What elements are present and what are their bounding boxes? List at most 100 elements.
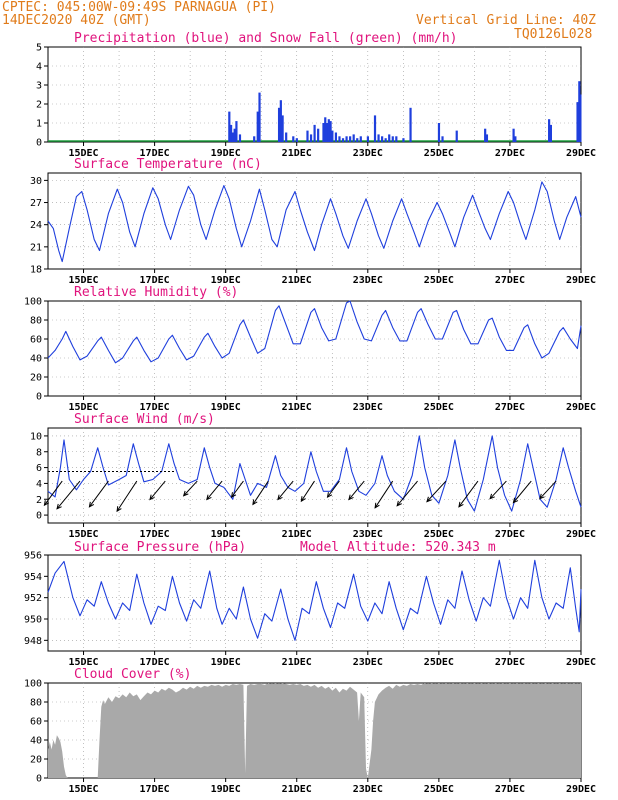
pres-frame bbox=[47, 554, 582, 652]
wind-arrow-shaft bbox=[56, 480, 81, 510]
precip-bar bbox=[235, 121, 238, 142]
rh-title: Relative Humidity (%) bbox=[74, 285, 238, 300]
wind-arrow bbox=[206, 480, 223, 501]
precip-bar bbox=[579, 94, 582, 142]
wind-arrow-shaft bbox=[183, 480, 198, 497]
wind-arrow-head bbox=[206, 494, 212, 501]
temp-y-tick-label: 18 bbox=[30, 265, 42, 276]
temp-x-tick-label: 17DEC bbox=[140, 275, 170, 286]
wind-x-tick-label: 27DEC bbox=[495, 529, 525, 540]
cloud-y-tick-label: 20 bbox=[30, 755, 42, 766]
pres-y-tick-label: 956 bbox=[24, 551, 42, 562]
pres-y-tick-label: 950 bbox=[24, 615, 42, 626]
precip-bar bbox=[317, 128, 320, 142]
wind-arrow-shaft bbox=[327, 480, 340, 498]
cloud-x-tick-label: 29DEC bbox=[566, 784, 596, 795]
temp-x-tick-label: 29DEC bbox=[566, 275, 596, 286]
wind-y-tick-label: 8 bbox=[36, 447, 42, 458]
temp-y-tick-label: 27 bbox=[30, 198, 42, 209]
wind-arrow bbox=[396, 480, 418, 507]
rh-x-tick-label: 29DEC bbox=[566, 402, 596, 413]
precip-bar bbox=[395, 136, 398, 142]
precip-bar bbox=[356, 138, 359, 142]
wind-arrow-shaft bbox=[513, 480, 532, 503]
wind-arrow-head bbox=[300, 496, 306, 503]
humidity-panel: 0 20 40 60 80 100 15DEC 17DEC 19DEC 21DEC 23DEC 25D… bbox=[24, 285, 596, 413]
wind-arrow-shaft bbox=[149, 480, 166, 500]
wind-x-tick-label: 23DEC bbox=[353, 529, 383, 540]
header-date: 14DEC2020 40Z (GMT) bbox=[2, 13, 151, 28]
wind-y-tick-label: 6 bbox=[36, 463, 42, 474]
precip-bar bbox=[437, 123, 441, 142]
wind-arrow-head bbox=[88, 501, 95, 508]
wind-arrow bbox=[374, 480, 394, 509]
wind-arrow bbox=[56, 480, 81, 510]
wind-arrow-head bbox=[426, 496, 432, 503]
precip-bar bbox=[576, 102, 579, 142]
wind-arrow bbox=[182, 480, 198, 497]
precip-bar bbox=[228, 111, 231, 142]
wind-arrow bbox=[458, 480, 479, 508]
rh-x-tick-label: 17DEC bbox=[140, 402, 170, 413]
wind-y-tick-label: 10 bbox=[30, 431, 42, 442]
precip-bar bbox=[441, 136, 444, 142]
pres-y-tick-label: 954 bbox=[24, 572, 42, 583]
cloud-panel: 0 20 40 60 80 100 15DEC 17DEC 19DEC 21DEC 23DEC 25D… bbox=[24, 667, 596, 795]
rh-x-tick-label: 27DEC bbox=[495, 402, 525, 413]
cloud-area bbox=[48, 683, 581, 778]
temp-y-tick-label: 21 bbox=[30, 242, 42, 253]
wind-arrow-shaft bbox=[426, 480, 447, 502]
wind-arrow-head bbox=[374, 502, 380, 509]
precip-bar bbox=[384, 138, 387, 142]
temp-title: Surface Temperature (nC) bbox=[74, 157, 262, 172]
precip-x-tick-label: 17DEC bbox=[140, 148, 170, 159]
wind-arrow bbox=[277, 480, 294, 501]
pres-subtitle: Model Altitude: 520.343 m bbox=[300, 540, 496, 555]
wind-arrow-head bbox=[116, 506, 122, 513]
wind-arrow bbox=[149, 480, 166, 501]
cloud-x-tick-label: 23DEC bbox=[353, 784, 383, 795]
precip-bar bbox=[352, 134, 355, 142]
rh-y-tick-label: 60 bbox=[30, 335, 42, 346]
wind-x-tick-label: 29DEC bbox=[566, 529, 596, 540]
precip-bar bbox=[327, 119, 330, 142]
precip-bar bbox=[238, 134, 242, 142]
precip-bar bbox=[402, 138, 405, 142]
wind-arrow-head bbox=[149, 494, 155, 501]
temp-y-tick-label: 30 bbox=[30, 176, 42, 187]
cloud-y-tick-label: 40 bbox=[30, 736, 42, 747]
wind-frame bbox=[47, 427, 582, 524]
wind-title: Surface Wind (m/s) bbox=[74, 412, 215, 427]
rh-y-tick-label: 20 bbox=[30, 373, 42, 384]
wind-series-line bbox=[47, 435, 582, 512]
precip-bar bbox=[309, 134, 313, 142]
wind-arrow-shaft bbox=[231, 480, 244, 498]
wind-arrow-head bbox=[348, 494, 354, 501]
precip-bar bbox=[285, 132, 288, 142]
precip-x-tick-label: 21DEC bbox=[282, 148, 312, 159]
precip-bar bbox=[331, 130, 334, 142]
precip-bar bbox=[338, 136, 341, 142]
precip-bar bbox=[455, 130, 458, 142]
wind-arrow-head bbox=[230, 492, 237, 499]
precip-bar bbox=[281, 115, 284, 142]
temp-x-tick-label: 23DEC bbox=[353, 275, 383, 286]
precip-x-tick-label: 25DEC bbox=[424, 148, 454, 159]
cloud-title: Cloud Cover (%) bbox=[74, 667, 191, 682]
wind-arrow-shaft bbox=[374, 480, 394, 509]
precip-x-tick-label: 29DEC bbox=[566, 148, 596, 159]
precip-bar bbox=[381, 136, 384, 142]
wind-arrow-head bbox=[326, 492, 333, 499]
wind-arrow bbox=[512, 480, 532, 504]
wind-arrow-shaft bbox=[43, 480, 63, 506]
wind-arrow-shaft bbox=[539, 480, 557, 500]
temp-x-tick-label: 15DEC bbox=[68, 275, 98, 286]
cloud-y-tick-label: 100 bbox=[24, 679, 42, 690]
wind-arrow-shaft bbox=[300, 480, 315, 502]
precip-x-tick-label: 23DEC bbox=[353, 148, 383, 159]
precip-bar bbox=[295, 138, 298, 142]
precip-bar bbox=[514, 136, 517, 142]
precip-bar bbox=[256, 111, 259, 142]
precip-bar bbox=[349, 136, 352, 142]
cloud-y-tick-label: 0 bbox=[36, 774, 42, 785]
